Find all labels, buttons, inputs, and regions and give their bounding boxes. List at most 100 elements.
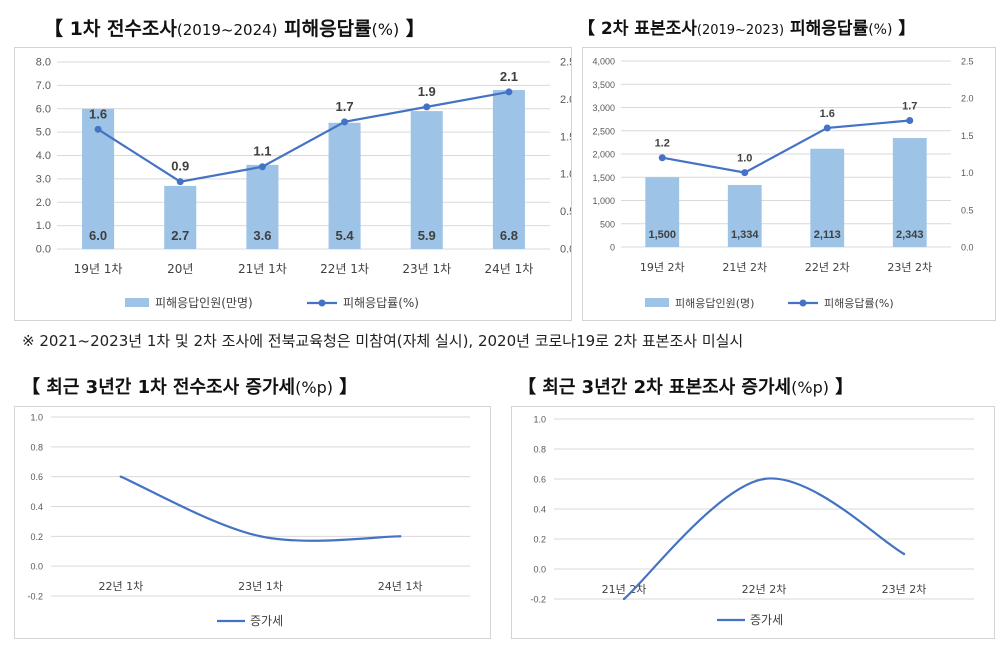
legend-bar-swatch (645, 298, 669, 307)
category-label: 22년 1차 (320, 262, 369, 276)
bar (810, 148, 845, 247)
chart4-heading-title: 최근 3년간 2차 표본조사 증가세 (542, 377, 792, 398)
category-label: 21년 1차 (238, 262, 287, 276)
bar (492, 90, 525, 249)
category-label: 22년 2차 (742, 583, 787, 596)
y-axis-tick-label: 1.0 (533, 415, 546, 425)
bar (328, 122, 361, 249)
chart4-heading-unit: (%p) (791, 378, 829, 397)
left-axis-tick-label: 2,500 (592, 126, 615, 136)
trend-point (119, 475, 123, 478)
y-axis-tick-label: 0.6 (30, 472, 43, 482)
legend-bar-swatch (125, 298, 149, 307)
legend-line-marker (318, 299, 326, 307)
legend-line-label: 증가세 (750, 613, 783, 627)
trend-point (398, 535, 402, 538)
category-label: 22년 1차 (98, 580, 143, 593)
chart2-heading-open: 【 (578, 19, 595, 39)
bar (645, 177, 680, 247)
y-axis-tick-label: 0.2 (30, 532, 43, 542)
left-axis-tick-label: 5.0 (36, 127, 51, 139)
chart3-heading-open: 【 (22, 377, 40, 398)
legend-line-marker (799, 299, 807, 307)
right-axis-tick-label: 0.5 (961, 205, 974, 215)
category-label: 19년 1차 (74, 262, 123, 276)
left-axis-tick-label: 0 (610, 243, 615, 253)
chart3-panel: -0.2 0.0 0.2 0.4 0.6 0.8 1.0 22년 1차 23년 1차 24년 1차… (14, 406, 491, 639)
legend-bar-label: 피해응답인원(명) (675, 296, 754, 310)
y-axis-tick-label: 0.0 (30, 562, 43, 572)
rate-value-label: 1.7 (336, 99, 354, 114)
y-axis-tick-label: 1.0 (30, 413, 43, 423)
bar (727, 184, 762, 247)
rate-point (823, 124, 831, 132)
trend-point (259, 535, 262, 538)
left-axis-tick-label: 2,000 (592, 150, 615, 160)
chart4-heading-close: 】 (835, 377, 854, 398)
y-axis-tick-label: 0.8 (533, 445, 546, 455)
footnote: ※ 2021~2023년 1차 및 2차 조사에 전북교육청은 미참여(자체 실… (22, 332, 744, 350)
chart1-heading-years: (2019~2024) (176, 21, 278, 39)
bar-value-label: 1,500 (648, 229, 676, 241)
right-axis-tick-label: 1.5 (560, 131, 571, 143)
left-axis-tick-label: 0.0 (36, 244, 51, 256)
legend-bar-label: 피해응답인원(만명) (155, 296, 253, 310)
y-axis-tick-label: -0.2 (27, 592, 43, 602)
bar-value-label: 5.4 (336, 228, 355, 243)
legend-line-label: 피해응답률(%) (343, 296, 419, 310)
rate-point (341, 118, 349, 126)
bar-value-label: 6.8 (500, 228, 518, 243)
left-axis-tick-label: 1.0 (36, 220, 51, 232)
left-axis-tick-label: 500 (600, 219, 615, 229)
category-label: 23년 2차 (887, 261, 932, 274)
right-axis-tick-label: 1.0 (961, 168, 974, 178)
category-label: 21년 2차 (602, 583, 647, 596)
legend-line-label: 피해응답률(%) (824, 296, 894, 310)
bar-value-label: 3.6 (253, 228, 271, 243)
y-axis-tick-label: 0.4 (533, 505, 546, 515)
chart3-heading-unit: (%p) (295, 378, 333, 397)
chart4-panel: -0.2 0.0 0.2 0.4 0.6 0.8 1.0 21년 2차 22년 2차 23년 2차… (511, 406, 995, 639)
bar-value-label: 1,334 (731, 229, 759, 241)
category-label: 19년 2차 (640, 261, 685, 274)
chart3-heading: 【 최근 3년간 1차 전수조사 증가세(%p) 】 (22, 373, 357, 399)
rate-value-label: 1.0 (737, 153, 752, 165)
left-axis-tick-label: 7.0 (36, 80, 51, 92)
bar (164, 185, 197, 249)
right-axis-tick-label: 2.0 (560, 94, 571, 106)
chart2-heading: 【 2차 표본조사(2019~2023) 피해응답률(%) 】 (578, 14, 915, 39)
rate-point (741, 169, 749, 177)
rate-value-label: 0.9 (171, 159, 189, 174)
chart1-panel: 0.0 1.0 2.0 3.0 4.0 5.0 6.0 7.0 8.0 0.0 0.5 1.0 1.5 2… (14, 47, 572, 321)
category-label: 23년 2차 (882, 583, 927, 596)
rate-value-label: 1.2 (655, 138, 670, 150)
chart4-heading-open: 【 (518, 377, 536, 398)
left-axis-tick-label: 3.0 (36, 173, 51, 185)
rate-point (258, 163, 266, 171)
chart3-svg: -0.2 0.0 0.2 0.4 0.6 0.8 1.0 22년 1차 23년 1차 24년 1차… (27, 413, 470, 628)
category-label: 21년 2차 (722, 261, 767, 274)
bar (892, 138, 927, 247)
left-axis-tick-label: 8.0 (36, 57, 51, 69)
y-axis-tick-label: 0.4 (30, 502, 43, 512)
chart1-heading: 【 1차 전수조사(2019~2024) 피해응답률(%) 】 (44, 14, 425, 41)
rate-value-label: 1.6 (89, 106, 107, 121)
right-axis-tick-label: 2.5 (961, 57, 974, 67)
chart2-heading-subject: 피해응답률 (790, 19, 869, 39)
right-axis-tick-label: 0.0 (560, 244, 571, 256)
rate-point (505, 88, 513, 96)
right-axis-tick-label: 1.5 (961, 131, 974, 141)
chart1-heading-unit: (%) (371, 20, 400, 39)
y-axis-tick-label: 0.0 (533, 565, 546, 575)
chart2-panel: 0 500 1,000 1,500 2,000 2,500 3,000 3,500 4,000 0… (582, 47, 996, 321)
chart2-svg: 0 500 1,000 1,500 2,000 2,500 3,000 3,500 4,000 0… (592, 57, 974, 311)
rate-point (423, 103, 431, 111)
y-axis-tick-label: 0.2 (533, 535, 546, 545)
bar (246, 164, 279, 249)
chart2-heading-close: 】 (898, 19, 916, 39)
y-axis-tick-label: 0.6 (533, 475, 546, 485)
y-axis-tick-label: 0.8 (30, 442, 43, 452)
rate-value-label: 1.9 (418, 84, 436, 99)
chart1-heading-close: 】 (405, 18, 425, 40)
category-label: 24년 1차 (485, 262, 534, 276)
